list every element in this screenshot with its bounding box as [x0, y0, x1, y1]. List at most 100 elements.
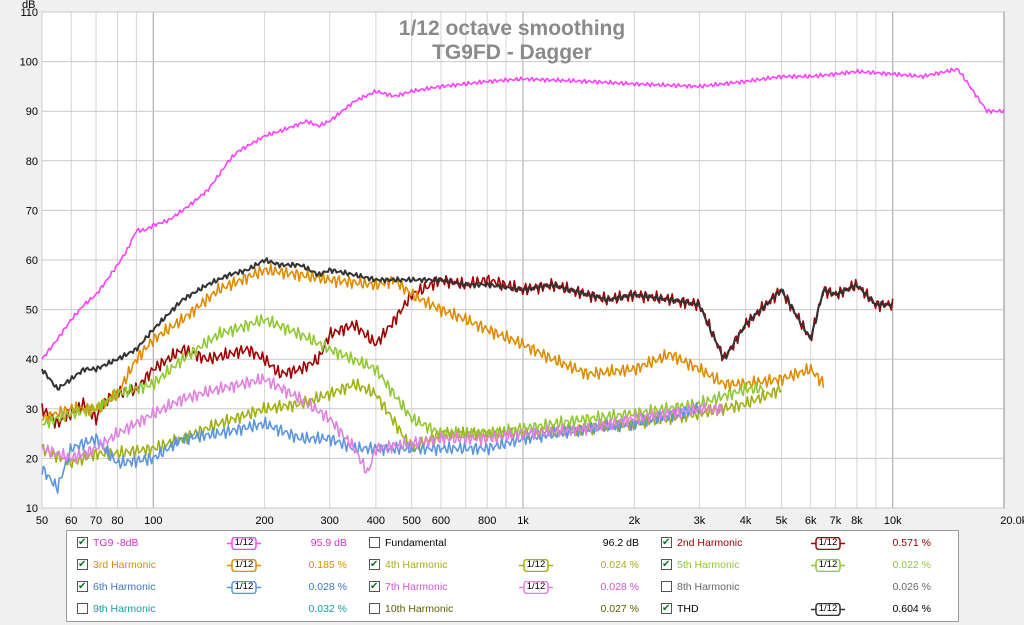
legend-value: 0.027 %	[600, 603, 639, 615]
y-tick-label: 110	[20, 7, 38, 19]
smoothing-button[interactable]: 1/12	[227, 537, 261, 550]
checkbox-tg9-8db[interactable]	[77, 534, 88, 552]
x-tick-label: 600	[432, 515, 450, 527]
smoothing-label: 1/12	[526, 581, 546, 592]
legend-label: 2nd Harmonic	[677, 537, 743, 549]
series-line-7th-harmonic	[41, 373, 725, 474]
legend-value: 95.9 dB	[310, 537, 347, 549]
checkbox-7th-harmonic[interactable]	[369, 578, 380, 596]
x-tick-label: 300	[321, 515, 339, 527]
legend-item-9th-harmonic: 9th Harmonic 0.032 %	[77, 600, 357, 618]
legend-item-tg9-8db: TG9 -8dB 1/12 95.9 dB	[77, 534, 357, 552]
legend-label: 8th Harmonic	[677, 581, 740, 593]
x-tick-label: 8k	[851, 515, 863, 527]
legend-item-thd: THD 1/12 0.604 %	[661, 600, 941, 618]
chart-title: 1/12 octave smoothing	[399, 17, 625, 40]
legend-item-6th-harmonic: 6th Harmonic 1/12 0.028 %	[77, 578, 357, 596]
y-tick-label: 100	[20, 57, 38, 69]
smoothing-button[interactable]: 1/12	[811, 603, 845, 616]
x-tick-label: 800	[478, 515, 496, 527]
y-tick-label: 70	[26, 205, 38, 217]
legend-label: THD	[677, 603, 699, 615]
checkbox-9th-harmonic[interactable]	[77, 603, 88, 614]
checkbox-3rd-harmonic[interactable]	[77, 556, 88, 574]
checkbox-2nd-harmonic[interactable]	[661, 534, 672, 552]
smoothing-label: 1/12	[818, 537, 838, 548]
x-tick-label: 400	[367, 515, 385, 527]
chart-subtitle: TG9FD - Dagger	[432, 41, 592, 64]
legend-label: 7th Harmonic	[385, 581, 448, 593]
legend-value: 0.024 %	[600, 559, 639, 571]
series-line-5th-harmonic	[41, 314, 766, 441]
x-tick-label: 2k	[628, 515, 640, 527]
legend-value: 0.028 %	[308, 581, 347, 593]
smoothing-label: 1/12	[234, 537, 254, 548]
legend-item-4th-harmonic: 4th Harmonic 1/12 0.024 %	[369, 556, 649, 574]
legend-label: 6th Harmonic	[93, 581, 156, 593]
legend-item-5th-harmonic: 5th Harmonic 1/12 0.022 %	[661, 556, 941, 574]
series-line-3rd-harmonic	[41, 263, 825, 425]
legend-label: Fundamental	[385, 537, 447, 549]
axis-ticks: 10 20 30 40 50 60 70 80 90 100 110 50 60 70 80 100 200 30…	[20, 7, 1024, 527]
x-tick-label: 50	[36, 515, 48, 527]
smoothing-label: 1/12	[818, 603, 838, 614]
smoothing-button[interactable]: 1/12	[227, 559, 261, 572]
checkbox-10th-harmonic[interactable]	[369, 603, 380, 614]
plot-series	[41, 67, 1005, 494]
legend-value: 0.604 %	[892, 603, 931, 615]
smoothing-button[interactable]: 1/12	[519, 581, 553, 594]
legend-item-3rd-harmonic: 3rd Harmonic 1/12 0.185 %	[77, 556, 357, 574]
smoothing-label: 1/12	[234, 559, 254, 570]
y-tick-label: 40	[26, 354, 38, 366]
checkbox-fundamental[interactable]	[369, 537, 380, 548]
checkbox-5th-harmonic[interactable]	[661, 556, 672, 574]
y-axis-label: dB	[22, 0, 35, 11]
series-line-2nd-harmonic	[41, 274, 894, 429]
smoothing-label: 1/12	[234, 581, 254, 592]
legend-item-7th-harmonic: 7th Harmonic 1/12 0.028 %	[369, 578, 649, 596]
legend-item-10th-harmonic: 10th Harmonic 0.027 %	[369, 600, 649, 618]
series-line-tg9-8db	[41, 67, 1005, 360]
legend-label: 5th Harmonic	[677, 559, 740, 571]
checkbox-4th-harmonic[interactable]	[369, 556, 380, 574]
x-tick-label: 70	[90, 515, 102, 527]
legend-item-8th-harmonic: 8th Harmonic 0.026 %	[661, 578, 941, 596]
checkbox-thd[interactable]	[661, 600, 672, 618]
x-tick-label: 10k	[884, 515, 902, 527]
y-tick-label: 20	[26, 453, 38, 465]
x-tick-label: 60	[65, 515, 77, 527]
legend-value: 0.571 %	[892, 537, 931, 549]
legend-value: 0.185 %	[308, 559, 347, 571]
legend-label: 4th Harmonic	[385, 559, 448, 571]
x-tick-label: 4k	[740, 515, 752, 527]
legend-item-2nd-harmonic: 2nd Harmonic 1/12 0.571 %	[661, 534, 941, 552]
checkbox-6th-harmonic[interactable]	[77, 578, 88, 596]
checkbox-8th-harmonic[interactable]	[661, 581, 672, 592]
smoothing-label: 1/12	[526, 559, 546, 570]
smoothing-button[interactable]: 1/12	[519, 559, 553, 572]
y-tick-label: 10	[26, 503, 38, 515]
frequency-response-chart: 10 20 30 40 50 60 70 80 90 100 110 50 60 70 80 100 200 30…	[20, 0, 1024, 527]
x-tick-label: 100	[144, 515, 162, 527]
legend-value: 96.2 dB	[602, 537, 639, 549]
x-tick-label: 3k	[694, 515, 706, 527]
x-tick-label: 200	[255, 515, 273, 527]
x-tick-label: 1k	[517, 515, 529, 527]
legend-label: 9th Harmonic	[93, 603, 156, 615]
legend-label: 10th Harmonic	[385, 603, 454, 615]
x-tick-label: 5k	[776, 515, 788, 527]
y-tick-label: 60	[26, 255, 38, 267]
smoothing-button[interactable]: 1/12	[811, 537, 845, 550]
legend-panel: TG9 -8dB 1/12 95.9 dB Fundamental 96.2 dB 2nd…	[66, 530, 959, 622]
smoothing-button[interactable]: 1/12	[227, 581, 261, 594]
y-tick-label: 90	[26, 106, 38, 118]
x-tick-label: 20.0k Hz	[1000, 515, 1024, 527]
x-tick-label: 6k	[805, 515, 817, 527]
x-tick-label: 7k	[830, 515, 842, 527]
series-line-thd	[41, 257, 894, 391]
legend-label: 3rd Harmonic	[93, 559, 157, 571]
smoothing-button[interactable]: 1/12	[811, 559, 845, 572]
y-tick-label: 80	[26, 156, 38, 168]
y-tick-label: 30	[26, 404, 38, 416]
legend-value: 0.022 %	[892, 559, 931, 571]
